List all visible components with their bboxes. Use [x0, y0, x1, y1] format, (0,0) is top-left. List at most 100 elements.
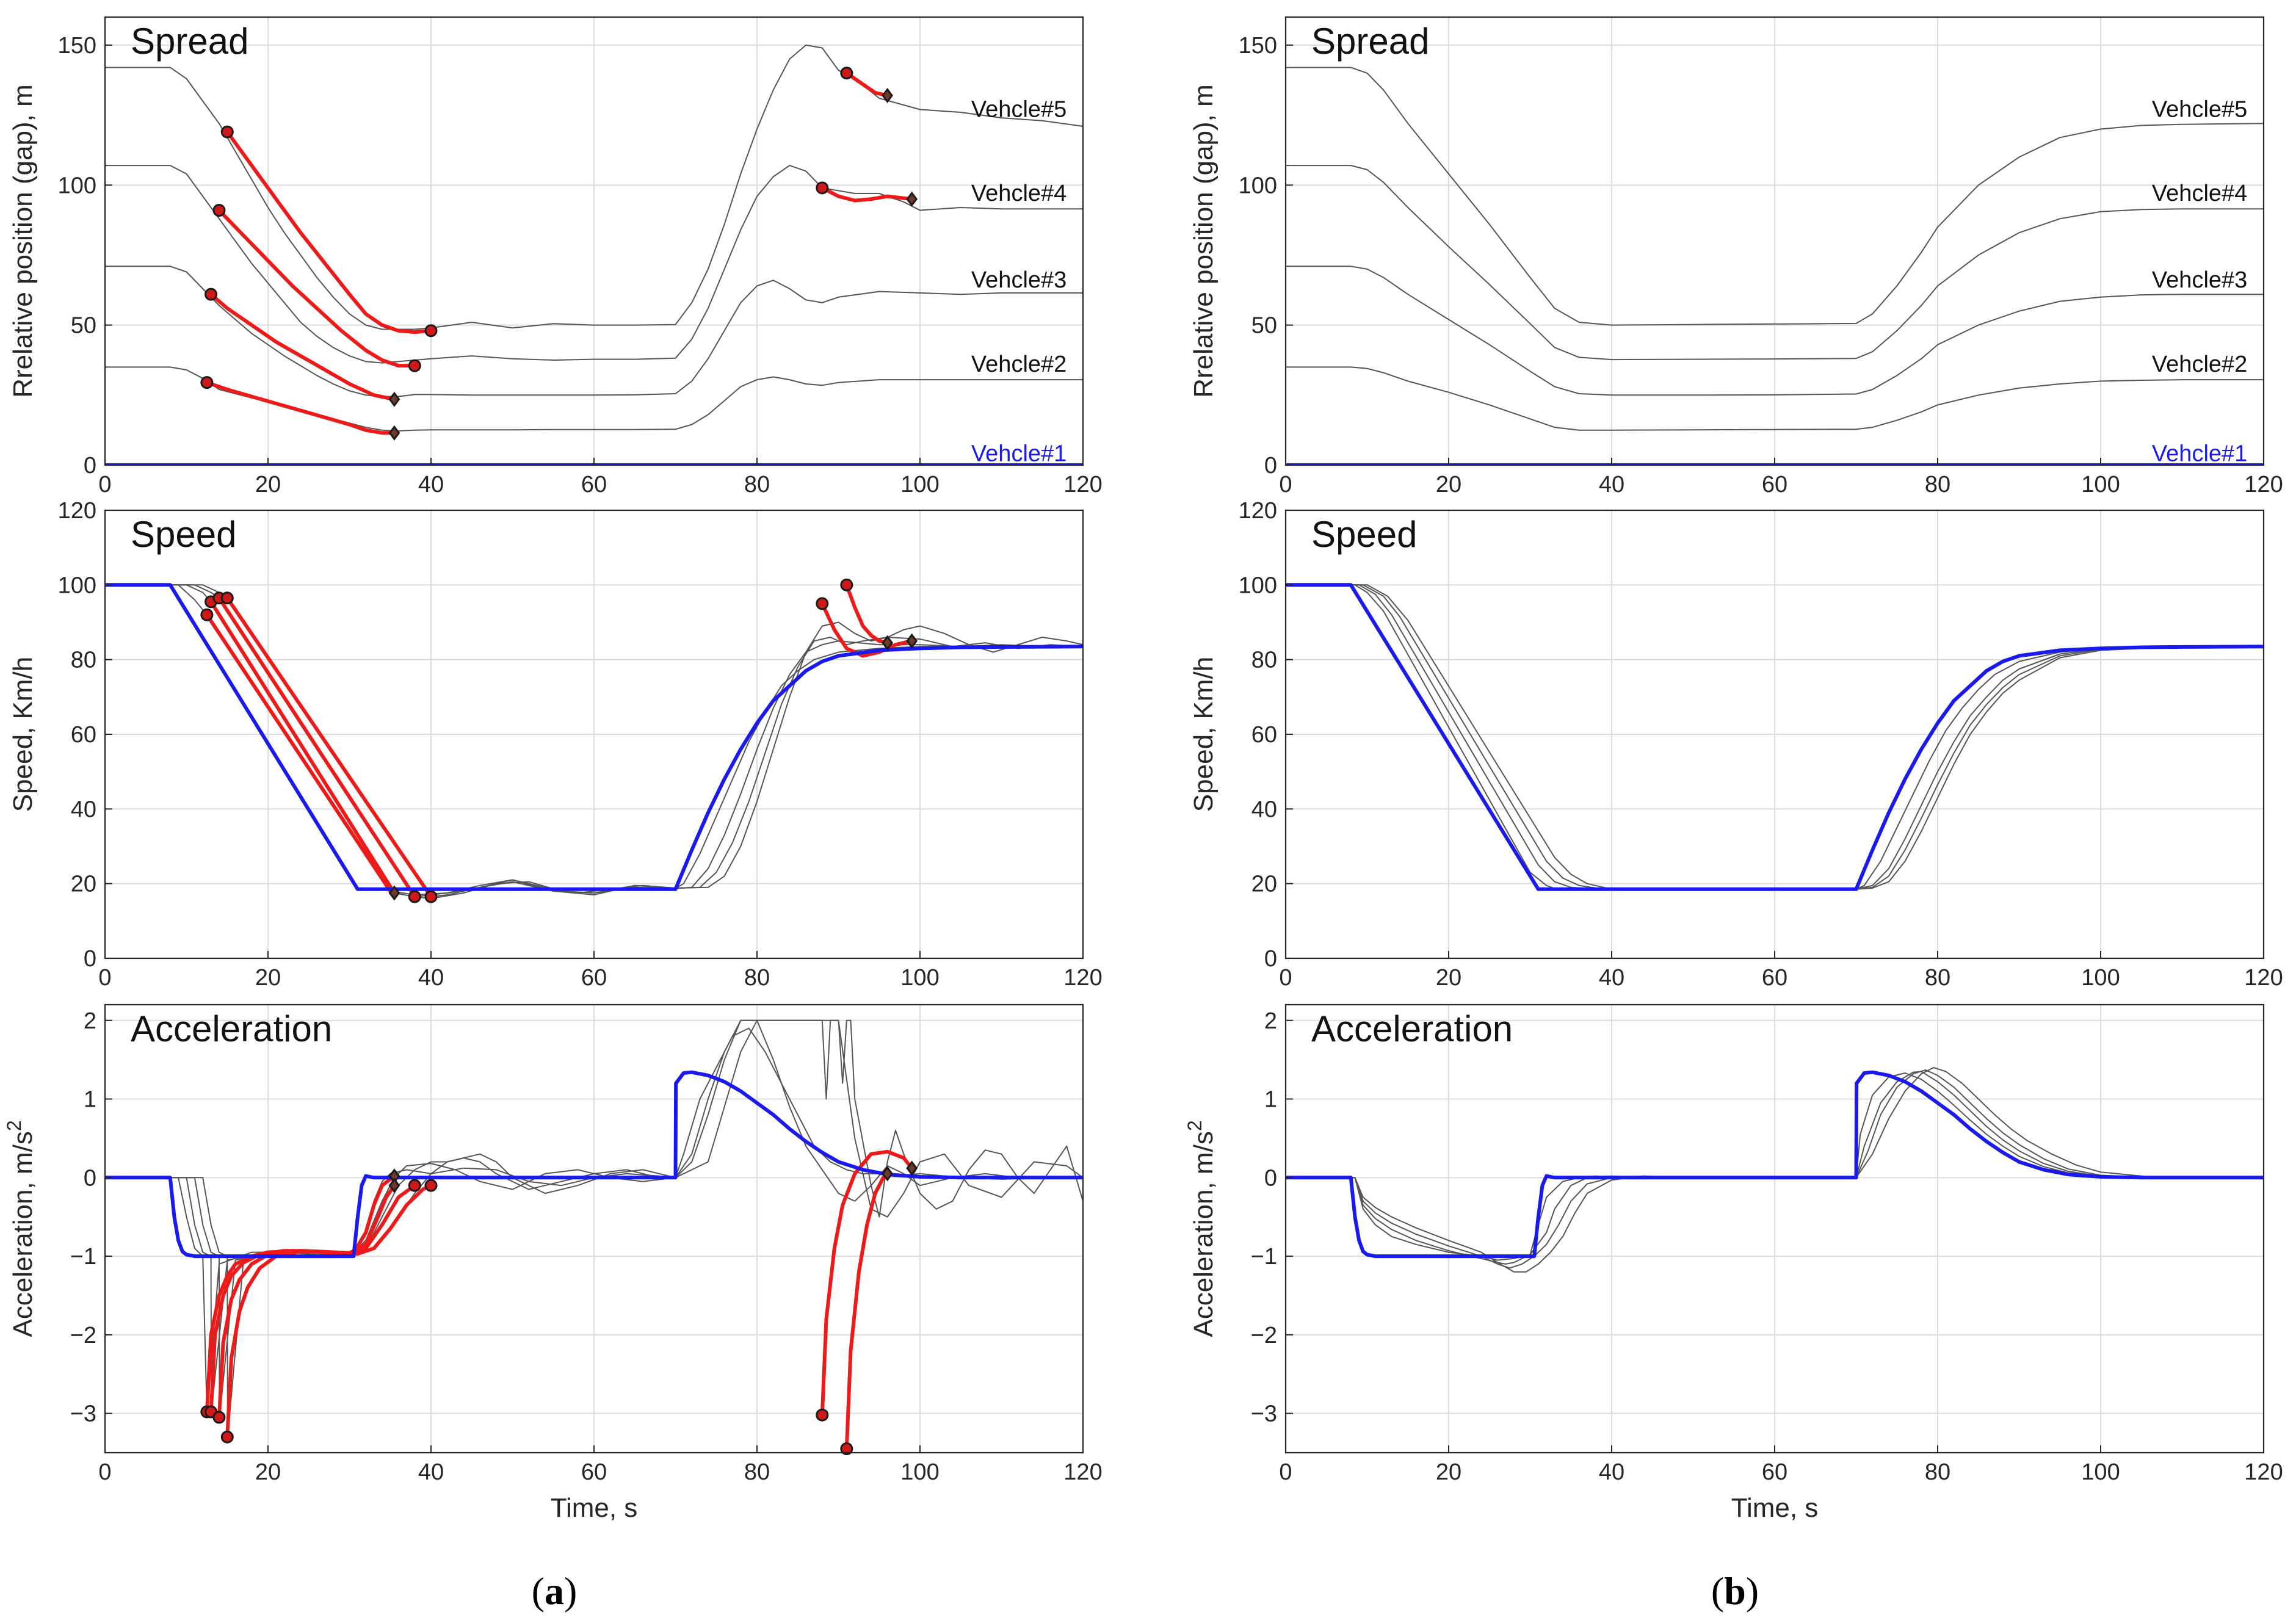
panel-title: Speed — [1311, 514, 1418, 555]
x-tick-label: 60 — [581, 1459, 607, 1485]
marker-diamond — [906, 1160, 918, 1176]
y-axis-label-text: Rrelative position (gap), m — [1189, 84, 1219, 398]
series-line-vehcle-4-intervention — [217, 1184, 417, 1420]
series-line-vehcle-1 — [1286, 583, 2264, 891]
y-axis-label-text: Rrelative position (gap), m — [8, 84, 38, 398]
x-tick-label: 40 — [1599, 965, 1624, 991]
marker-circle — [840, 67, 853, 80]
y-tick-label: 20 — [1251, 872, 1277, 897]
x-axis-label: Time, s — [1731, 1493, 1819, 1523]
caption-b-letter: b — [1724, 1569, 1746, 1613]
x-tick-label: 0 — [1279, 1459, 1292, 1485]
marker-circle — [840, 1442, 853, 1456]
caption-a-letter: a — [545, 1569, 564, 1613]
y-tick-label: −1 — [1251, 1244, 1277, 1270]
y-tick-label: 0 — [84, 1165, 96, 1191]
series-line-vehcle-4 — [1286, 165, 2264, 361]
marker-circle — [220, 125, 234, 139]
x-tick-label: 0 — [1279, 965, 1292, 991]
marker-circle — [816, 181, 829, 195]
x-tick-label: 120 — [1063, 965, 1102, 991]
series-line-vehcle-2 — [1286, 366, 2264, 431]
chart-panel-b-accel: 0 20 40 60 80 100 120 −3 −2 −1 0 1 2 Acceleration Acce… — [1184, 1003, 2283, 1523]
grid-lines — [1286, 1005, 2264, 1453]
y-tick-label: −3 — [1251, 1401, 1277, 1427]
x-tick-label: 60 — [581, 472, 607, 497]
series-line-vehcle-1 — [105, 1070, 1083, 1259]
x-tick-label: 20 — [255, 472, 281, 497]
y-tick-label: 50 — [71, 313, 96, 339]
series-line-vehcle-3-intervention — [209, 1184, 396, 1414]
marker-diamond — [882, 1166, 893, 1182]
marker-diamond — [906, 633, 918, 649]
x-tick-label: 60 — [1762, 965, 1787, 991]
series-line-vehcle-3 — [105, 266, 1083, 397]
series-line-vehcle-5-intervention — [225, 130, 433, 334]
vehicle-label: Vehcle#2 — [2152, 352, 2247, 377]
y-tick-label: 60 — [71, 722, 96, 748]
series-line-vehcle-5 — [1286, 67, 2264, 326]
x-tick-label: 0 — [98, 472, 111, 497]
chart-panel-b-speed: 0 20 40 60 80 100 120 0 20 40 60 80 100 120 Speed Speed… — [1189, 498, 2283, 991]
caption-b: (b) — [1711, 1569, 1759, 1613]
x-axis-label: Time, s — [551, 1493, 638, 1523]
series-group — [1286, 583, 2264, 891]
y-tick-label: 2 — [1264, 1008, 1277, 1034]
y-axis-label: Speed, Km/h — [8, 657, 38, 812]
marker-circle — [205, 287, 218, 301]
svg-text:(a): (a) — [532, 1569, 578, 1613]
chart-panel-b-spread: 0 20 40 60 80 100 120 0 50 100 150 Spread Rrelative … — [1189, 16, 2283, 497]
grid-lines — [1286, 17, 2264, 465]
marker-circle — [816, 1408, 829, 1422]
x-tick-label: 80 — [744, 965, 770, 991]
x-tick-label: 0 — [98, 1459, 111, 1485]
y-axis-label-text: Speed, Km/h — [1189, 657, 1219, 812]
series-line-vehcle-4-late-intervention — [820, 186, 914, 203]
series-line-vehcle-5-late-intervention — [844, 1171, 889, 1451]
x-tick-label: 120 — [2244, 1459, 2283, 1485]
grid-lines — [1286, 510, 2264, 958]
y-tick-label: 40 — [71, 797, 96, 822]
series-group — [1286, 1067, 2264, 1273]
y-tick-label: 100 — [58, 173, 96, 198]
svg-text:(b): (b) — [1711, 1569, 1759, 1613]
y-tick-label: 80 — [1251, 648, 1277, 673]
y-tick-label: −1 — [70, 1244, 96, 1270]
vehicle-label: Vehcle#3 — [971, 267, 1067, 293]
panel-title: Acceleration — [1311, 1008, 1513, 1049]
marker-circle — [424, 324, 438, 338]
series-line-vehcle-4-intervention — [217, 596, 417, 899]
y-axis-label: Rrelative position (gap), m — [8, 84, 38, 398]
y-axis-label: Speed, Km/h — [1189, 657, 1219, 812]
y-tick-label: −2 — [1251, 1323, 1277, 1348]
series-line-vehcle-4-intervention — [217, 208, 417, 368]
marker-diamond — [906, 191, 918, 207]
vehicle-label: Vehcle#4 — [2152, 181, 2247, 206]
x-tick-label: 20 — [1436, 472, 1461, 497]
marker-diamond — [388, 391, 400, 407]
marker-circle — [220, 1430, 234, 1444]
series-line-vehcle-3 — [1286, 584, 2264, 890]
series-line-vehcle-2 — [1286, 584, 2264, 890]
vehicle-label: Vehcle#2 — [971, 352, 1067, 377]
marker-circle — [408, 359, 421, 372]
marker-circle — [220, 591, 234, 605]
x-tick-label: 100 — [2081, 472, 2120, 497]
x-tick-label: 20 — [1436, 965, 1461, 991]
marker-circle — [200, 376, 214, 389]
caption-a-close: ) — [564, 1569, 577, 1613]
x-tick-label: 40 — [418, 472, 444, 497]
series-line-vehcle-4 — [105, 165, 1083, 364]
series-line-vehcle-5-late-intervention — [844, 583, 889, 645]
y-tick-label: 1 — [84, 1087, 96, 1113]
y-tick-label: 0 — [1264, 1165, 1277, 1191]
marker-diamond — [882, 87, 893, 103]
x-tick-label: 60 — [581, 965, 607, 991]
x-tick-label: 0 — [1279, 472, 1292, 497]
y-tick-label: 150 — [58, 33, 96, 59]
y-tick-label: 20 — [71, 872, 96, 897]
x-tick-label: 120 — [1063, 472, 1102, 497]
series-line-vehcle-4-late-intervention — [820, 601, 914, 658]
x-tick-label: 120 — [2244, 472, 2283, 497]
